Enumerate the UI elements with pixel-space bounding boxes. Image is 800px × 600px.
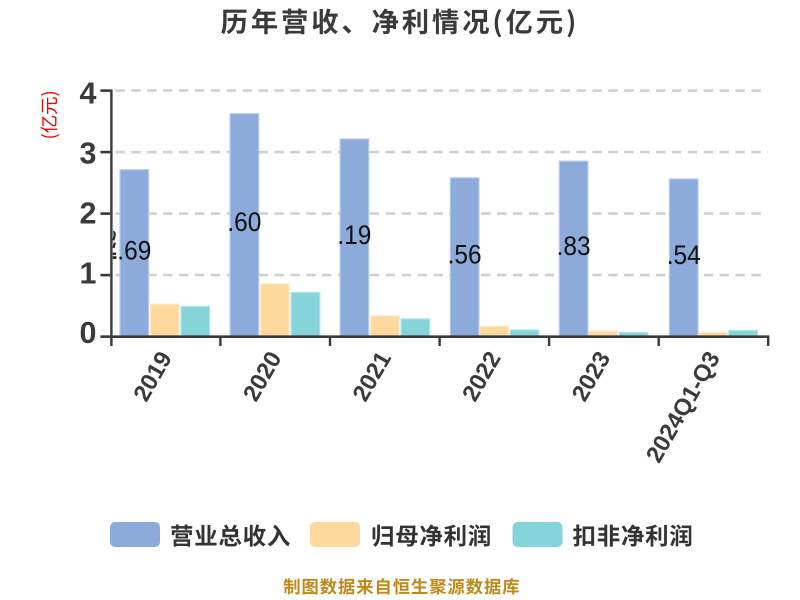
svg-text:.69: .69 xyxy=(117,235,151,265)
svg-text:1: 1 xyxy=(80,256,97,290)
svg-text:.83: .83 xyxy=(557,231,591,261)
svg-text:.56: .56 xyxy=(448,239,482,269)
svg-text:0: 0 xyxy=(80,316,97,350)
svg-text:3: 3 xyxy=(80,136,97,170)
svg-text:4: 4 xyxy=(80,76,97,110)
svg-text:.19: .19 xyxy=(337,220,371,250)
svg-text:.60: .60 xyxy=(227,207,261,237)
svg-text:.54: .54 xyxy=(667,240,701,270)
svg-text:2: 2 xyxy=(80,196,97,230)
